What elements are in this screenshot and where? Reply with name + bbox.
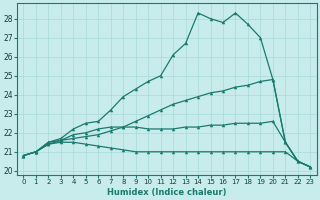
X-axis label: Humidex (Indice chaleur): Humidex (Indice chaleur) xyxy=(107,188,227,197)
